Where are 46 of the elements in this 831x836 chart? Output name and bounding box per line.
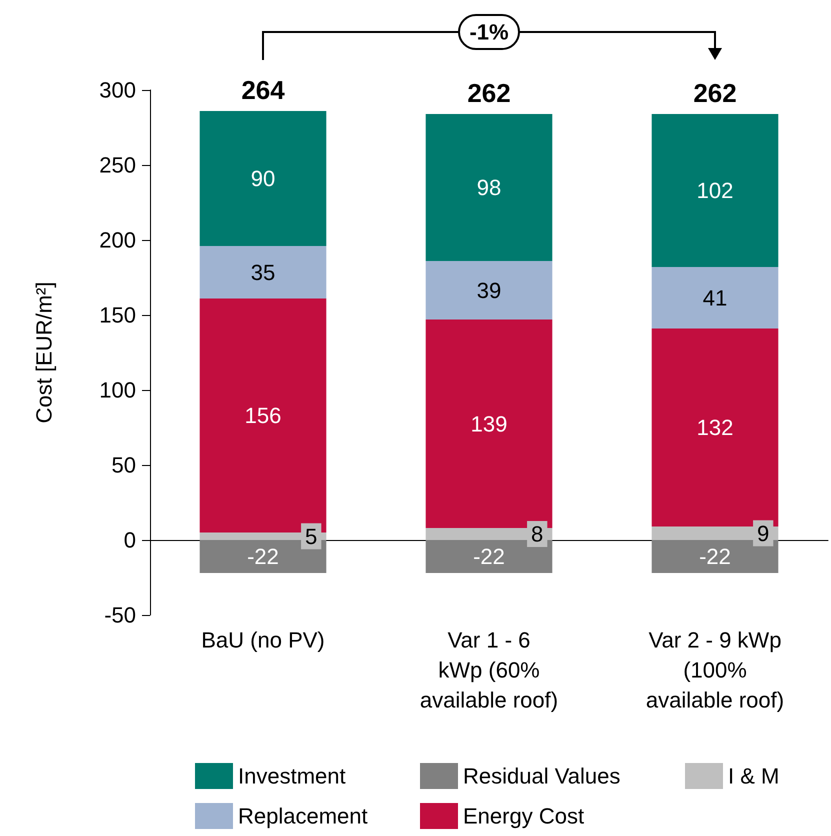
bar — [426, 320, 552, 528]
x-tick-label: Var 2 - 9 kWp (100% available roof) — [646, 628, 784, 712]
y-tick-label: 150 — [99, 302, 136, 328]
data-label: -22 — [699, 544, 731, 569]
y-tick-label: -50 — [104, 602, 136, 628]
bar — [652, 540, 778, 573]
bar — [652, 267, 778, 328]
y-axis-title: Cost [EUR/m²] — [32, 282, 56, 424]
bar — [652, 328, 778, 526]
data-label: 8 — [531, 522, 544, 546]
total-label: 262 — [693, 78, 737, 108]
total-label: 264 — [241, 75, 286, 105]
y-tick-label: 0 — [124, 528, 136, 552]
x-tick-label: Var 1 - 6 kWp (60% available roof) — [420, 628, 558, 712]
data-label: 139 — [470, 411, 508, 436]
bar — [200, 111, 326, 246]
bar — [426, 540, 552, 573]
data-label: 102 — [696, 178, 734, 203]
data-label: 132 — [696, 415, 734, 440]
data-label: 5 — [305, 524, 318, 549]
data-label: 98 — [476, 175, 502, 200]
data-label: -22 — [247, 544, 279, 569]
data-label: 156 — [244, 403, 282, 428]
legend-label: Energy Cost — [463, 804, 584, 828]
y-tick-label: 50 — [112, 452, 136, 478]
total-label: 262 — [467, 78, 511, 108]
legend-label: I & M — [728, 764, 780, 788]
y-tick-label: 200 — [99, 228, 136, 252]
y-tick-label: 100 — [99, 378, 136, 402]
data-label: 39 — [476, 278, 502, 303]
x-tick-label: BaU (no PV) — [201, 628, 325, 652]
bar — [426, 114, 552, 261]
y-tick-label: 250 — [99, 152, 136, 178]
bar — [200, 246, 326, 298]
data-label: 90 — [250, 166, 276, 191]
data-label: -22 — [473, 544, 505, 569]
text: -1% — [469, 20, 509, 44]
bar — [426, 261, 552, 320]
bar — [652, 114, 778, 267]
data-label: 41 — [702, 285, 728, 310]
y-tick-label: 300 — [99, 78, 136, 102]
data-label: 35 — [250, 260, 276, 285]
legend-label: Replacement — [238, 804, 368, 828]
legend-label: Residual Values — [463, 764, 620, 788]
legend-label: Investment — [238, 764, 346, 788]
data-label: 9 — [757, 520, 770, 546]
